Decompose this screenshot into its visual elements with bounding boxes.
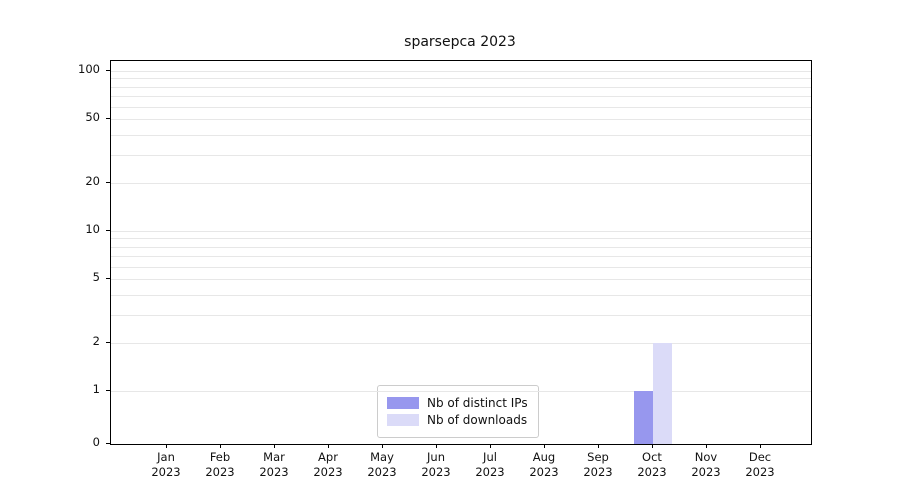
x-tick-mark xyxy=(544,444,545,448)
y-tick-label: 20 xyxy=(85,173,100,188)
x-tick-mark xyxy=(166,444,167,448)
legend: Nb of distinct IPs Nb of downloads xyxy=(377,385,539,438)
y-tick-label: 0 xyxy=(92,435,100,449)
x-tick-year: 2023 xyxy=(367,465,397,479)
y-tick-mark xyxy=(106,181,110,183)
x-tick-year: 2023 xyxy=(259,465,289,479)
gridline xyxy=(111,279,811,281)
x-tick-label: May 2023 xyxy=(358,450,406,480)
y-tick-label: 100 xyxy=(78,62,100,76)
y-tick-label: 5 xyxy=(92,270,100,285)
chart-title: sparsepca 2023 xyxy=(404,34,516,50)
gridline xyxy=(111,106,811,108)
x-tick-label: Mar 2023 xyxy=(250,450,298,480)
legend-swatch-distinct-ips xyxy=(387,397,419,409)
legend-label-downloads: Nb of downloads xyxy=(427,413,528,427)
gridline xyxy=(111,255,811,257)
gridline xyxy=(111,134,811,136)
x-tick-mark xyxy=(598,444,599,448)
gridline xyxy=(111,314,811,316)
x-tick-label: Sep 2023 xyxy=(574,450,622,480)
x-tick-year: 2023 xyxy=(745,465,775,479)
x-tick-year: 2023 xyxy=(691,465,721,479)
legend-item-downloads: Nb of downloads xyxy=(387,413,528,427)
x-tick-year: 2023 xyxy=(313,465,343,479)
x-tick-mark xyxy=(328,444,329,448)
y-tick-label: 10 xyxy=(85,222,100,236)
x-tick-mark xyxy=(490,444,491,448)
x-tick-year: 2023 xyxy=(529,465,559,479)
plot-area: Nb of distinct IPs Nb of downloads xyxy=(110,60,812,445)
x-tick-label: Apr 2023 xyxy=(304,450,352,480)
x-tick-mark xyxy=(220,444,221,448)
x-tick-mark xyxy=(382,444,383,448)
gridline xyxy=(111,391,811,392)
gridline xyxy=(111,86,811,88)
gridline xyxy=(111,342,811,344)
bar-downloads xyxy=(653,342,672,444)
x-tick-mark xyxy=(760,444,761,448)
bar-distinct-ips xyxy=(634,391,653,444)
gridline xyxy=(111,78,811,80)
y-tick-mark xyxy=(106,230,110,231)
x-tick-label: Nov 2023 xyxy=(682,450,730,480)
gridline xyxy=(111,71,811,72)
y-tick-mark xyxy=(106,341,110,343)
y-tick-mark xyxy=(106,118,110,120)
gridline xyxy=(111,182,811,184)
gridline xyxy=(111,238,811,240)
x-tick-year: 2023 xyxy=(475,465,505,479)
legend-swatch-downloads xyxy=(387,414,419,426)
x-tick-label: Jan 2023 xyxy=(142,450,190,480)
y-tick-mark xyxy=(106,70,110,71)
x-tick-year: 2023 xyxy=(151,465,181,479)
x-tick-year: 2023 xyxy=(421,465,451,479)
y-tick-mark xyxy=(106,443,110,444)
gridline xyxy=(111,294,811,296)
y-tick-mark xyxy=(106,278,110,280)
x-tick-year: 2023 xyxy=(583,465,613,479)
x-tick-year: 2023 xyxy=(637,465,667,479)
x-tick-label: Feb 2023 xyxy=(196,450,244,480)
gridline xyxy=(111,231,811,232)
x-tick-mark xyxy=(652,444,653,448)
y-tick-label: 2 xyxy=(92,333,100,348)
x-tick-label: Aug 2023 xyxy=(520,450,568,480)
gridline xyxy=(111,246,811,248)
legend-item-distinct-ips: Nb of distinct IPs xyxy=(387,396,528,410)
x-tick-mark xyxy=(706,444,707,448)
legend-label-distinct-ips: Nb of distinct IPs xyxy=(427,396,528,410)
x-tick-label: Jul 2023 xyxy=(466,450,514,480)
y-tick-label: 50 xyxy=(85,110,100,125)
x-tick-label: Oct 2023 xyxy=(628,450,676,480)
x-tick-mark xyxy=(274,444,275,448)
y-tick-label: 1 xyxy=(92,382,100,396)
gridline xyxy=(111,119,811,121)
y-tick-mark xyxy=(106,390,110,391)
x-tick-mark xyxy=(436,444,437,448)
gridline xyxy=(111,266,811,268)
x-tick-year: 2023 xyxy=(205,465,235,479)
x-tick-label: Jun 2023 xyxy=(412,450,460,480)
gridline xyxy=(111,95,811,97)
gridline xyxy=(111,154,811,156)
x-tick-label: Dec 2023 xyxy=(736,450,784,480)
